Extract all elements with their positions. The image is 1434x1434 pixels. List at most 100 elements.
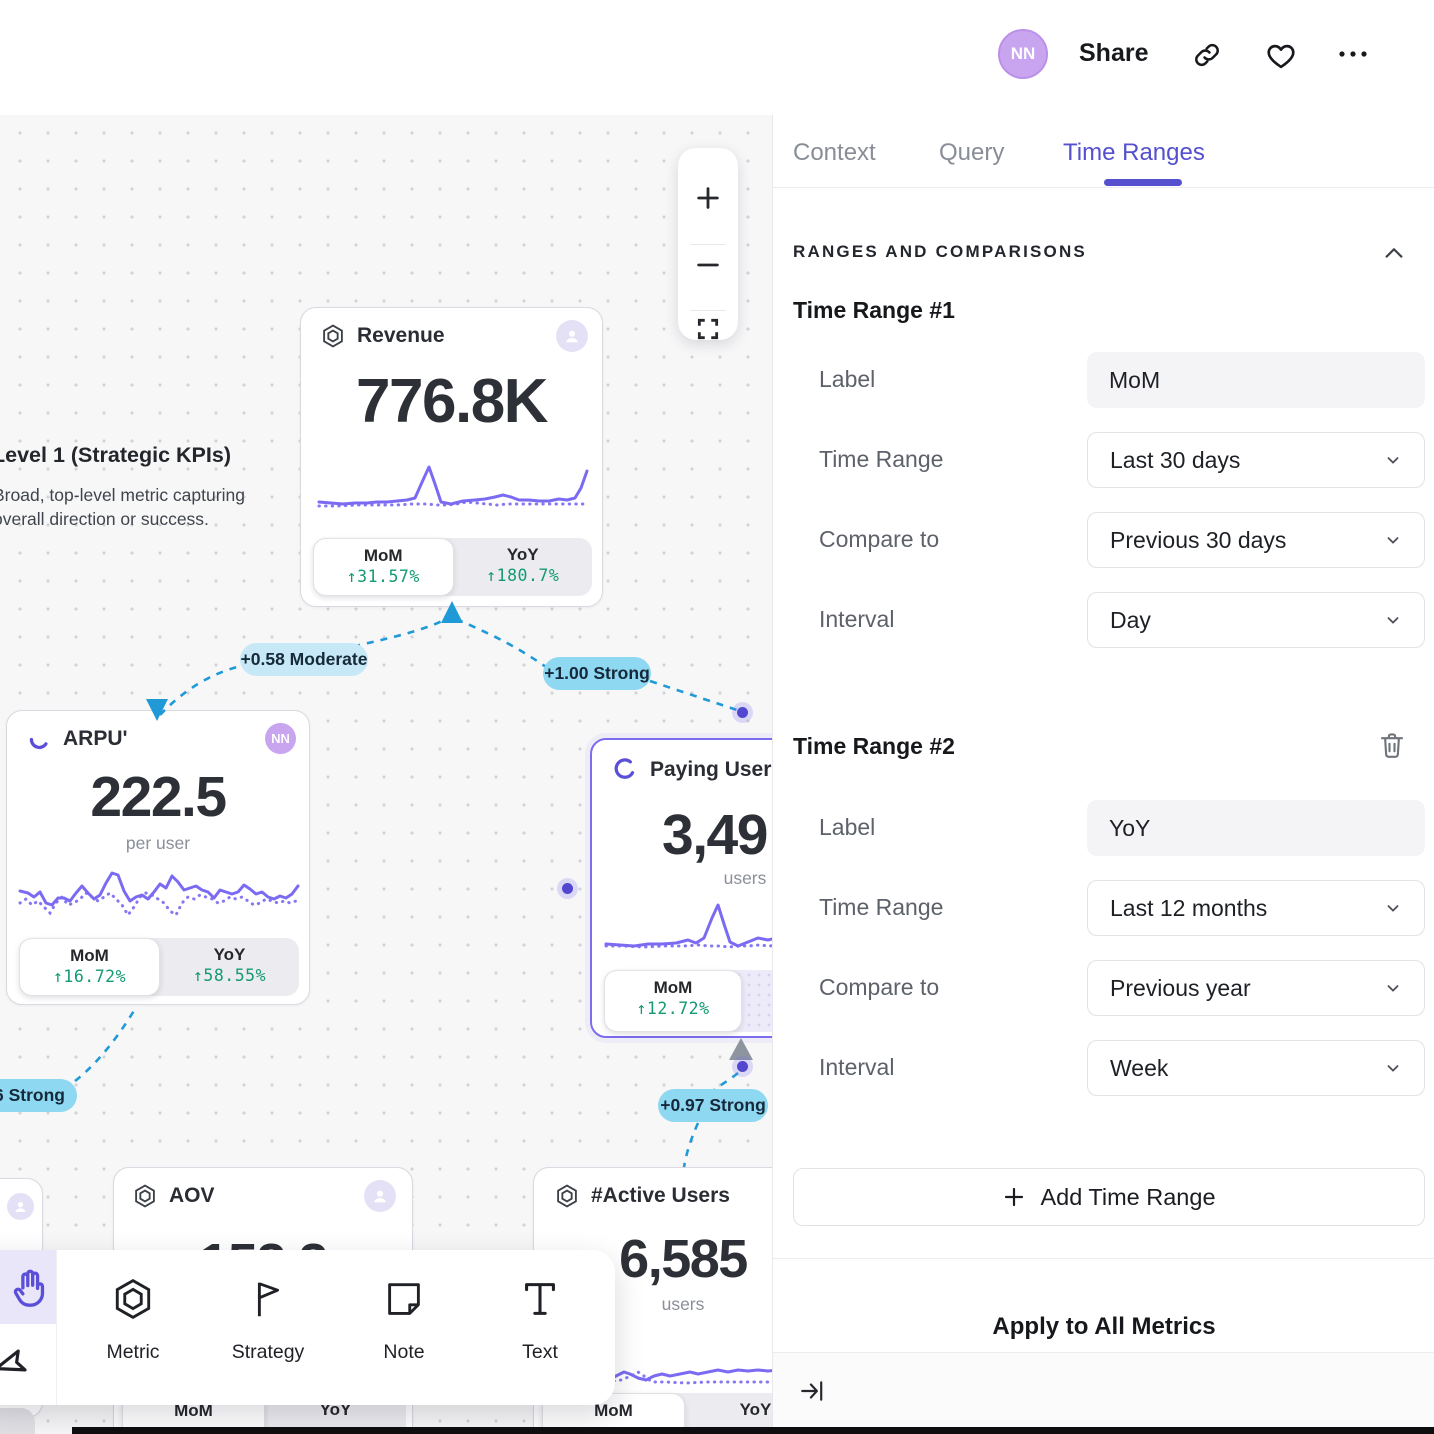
select-tool[interactable]: [0, 1324, 56, 1405]
top-bar: NN Share: [0, 0, 1434, 115]
comparison-tabs: MoM ↑16.72% YoY ↑58.55%: [19, 938, 299, 996]
collapse-section-button[interactable]: [1383, 243, 1405, 261]
tab-context[interactable]: Context: [793, 139, 876, 166]
tab-mom[interactable]: MoM ↑16.72%: [19, 938, 160, 996]
metric-card-paying-users[interactable]: Paying Users' 3,49 users MoM ↑12.72%: [590, 738, 772, 1038]
tab-mom[interactable]: MoM ↑12.72%: [604, 970, 742, 1032]
correlation-badge-revenue-paying[interactable]: +1.00 Strong: [543, 657, 651, 690]
tab-mom[interactable]: MoM ↑31.57%: [313, 538, 454, 596]
cursor-icon: [0, 1349, 27, 1372]
card-title: #Active Users: [591, 1184, 730, 1207]
note-icon: [381, 1276, 427, 1322]
owner-avatar[interactable]: [364, 1180, 396, 1212]
compare-to-select[interactable]: Previous year: [1087, 960, 1425, 1016]
label-input[interactable]: YoY: [1087, 800, 1425, 856]
owner-avatar-nn[interactable]: NN: [265, 723, 296, 754]
favorite-button[interactable]: [1265, 40, 1295, 70]
field-label: Label: [819, 814, 876, 840]
time-range-2-title: Time Range #2: [793, 733, 955, 759]
tab-yoy[interactable]: YoY ↑180.7%: [486, 545, 560, 585]
chevron-down-icon: [1387, 905, 1399, 912]
metric-card-arpu[interactable]: ARPU' NN 222.5 per user MoM ↑16.72% YoY …: [6, 710, 310, 1005]
owner-avatar[interactable]: [7, 1193, 34, 1220]
card-title: Revenue: [357, 324, 445, 347]
connector-handle-dot[interactable]: [737, 1061, 748, 1072]
tab-time-ranges[interactable]: Time Ranges: [1063, 139, 1205, 166]
metric-hexagon-icon: [557, 1184, 577, 1208]
compare-to-select[interactable]: Previous 30 days: [1087, 512, 1425, 568]
interval-select[interactable]: Day: [1087, 592, 1425, 648]
chevron-down-icon: [1387, 617, 1399, 624]
card-title: AOV: [169, 1184, 215, 1207]
tab-yoy[interactable]: YoY: [739, 1400, 772, 1419]
chevron-down-icon: [1387, 1065, 1399, 1072]
arrow-bar-right-icon: [801, 1381, 823, 1401]
chevron-down-icon: [1387, 537, 1399, 544]
metric-unit: users: [661, 1294, 705, 1314]
time-range-1-title: Time Range #1: [793, 297, 955, 323]
add-time-range-button[interactable]: Add Time Range: [793, 1168, 1425, 1226]
correlation-badge-revenue-arpu[interactable]: +0.58 Moderate: [240, 643, 368, 676]
tab-yoy[interactable]: [742, 970, 772, 1032]
person-icon: [566, 330, 578, 343]
label-input[interactable]: MoM: [1087, 352, 1425, 408]
group-label-title: Level 1 (Strategic KPIs): [0, 443, 231, 467]
heart-icon: [1267, 44, 1295, 69]
chevron-up-icon: [1385, 248, 1403, 258]
metric-tree-canvas[interactable]: Level 1 (Strategic KPIs) Broad, top-leve…: [0, 115, 772, 1434]
tool-text[interactable]: Text: [475, 1276, 605, 1364]
interval-select[interactable]: Week: [1087, 1040, 1425, 1096]
settings-panel: Context Query Time Ranges RANGES AND COM…: [772, 115, 1434, 1434]
hand-tool[interactable]: [0, 1250, 56, 1324]
connector-handle-dot[interactable]: [737, 707, 748, 718]
metric-unit: users: [723, 868, 767, 888]
hand-icon: [13, 1269, 45, 1307]
field-label: Time Range: [819, 894, 944, 920]
owner-avatar[interactable]: [556, 320, 588, 352]
field-label: Interval: [819, 606, 895, 632]
share-button[interactable]: Share: [1079, 39, 1149, 67]
zoom-in-button[interactable]: [694, 184, 722, 212]
tool-strategy[interactable]: Strategy: [203, 1276, 333, 1364]
card-title: ARPU': [63, 727, 128, 750]
metric-value: 776.8K: [356, 367, 548, 436]
window-bottom-edge: [72, 1427, 1434, 1434]
hexagon-icon: [110, 1276, 156, 1322]
delete-time-range-button[interactable]: [1377, 729, 1407, 761]
metric-card-revenue[interactable]: Revenue 776.8K MoM ↑31.57% YoY ↑180.7%: [300, 307, 603, 607]
plus-icon: [1005, 1187, 1024, 1207]
chevron-down-icon: [1387, 985, 1399, 992]
user-avatar[interactable]: NN: [998, 29, 1048, 79]
sparkline-revenue: [317, 465, 589, 508]
field-label: Compare to: [819, 526, 940, 552]
metric-value: 3,49: [662, 803, 768, 867]
selection-handle-dot[interactable]: [562, 883, 573, 894]
loading-arc-icon: [29, 737, 48, 749]
more-options-button[interactable]: [1338, 48, 1368, 78]
fullscreen-icon: [697, 318, 719, 340]
correlation-badge-arpu-left[interactable]: 66 Strong: [0, 1079, 77, 1112]
correlation-badge-paying-active[interactable]: +0.97 Strong: [658, 1089, 768, 1122]
time-range-select[interactable]: Last 30 days: [1087, 432, 1425, 488]
tool-note[interactable]: Note: [339, 1276, 469, 1364]
metric-hexagon-icon: [135, 1184, 155, 1208]
tool-metric[interactable]: Metric: [68, 1276, 198, 1364]
time-range-select[interactable]: Last 12 months: [1087, 880, 1425, 936]
metric-hexagon-icon: [323, 324, 343, 348]
field-label: Time Range: [819, 446, 944, 472]
canvas-toolbar: Metric Strategy Note Text: [0, 1250, 615, 1405]
minus-icon: [697, 263, 719, 267]
metric-value: 6,585: [619, 1229, 748, 1289]
apply-all-metrics-button[interactable]: Apply to All Metrics: [992, 1313, 1216, 1340]
fit-view-button[interactable]: [695, 316, 721, 342]
metric-value: 222.5: [90, 765, 227, 829]
copy-link-button[interactable]: [1192, 40, 1222, 70]
person-icon: [374, 1190, 386, 1203]
zoom-out-button[interactable]: [694, 251, 722, 279]
tab-query[interactable]: Query: [939, 139, 1005, 166]
tab-yoy[interactable]: YoY ↑58.55%: [192, 945, 267, 985]
card-title: Paying Users': [650, 758, 772, 781]
field-label: Interval: [819, 1054, 895, 1080]
collapse-panel-button[interactable]: [799, 1378, 825, 1404]
toolbar-mode-column: [0, 1250, 57, 1405]
